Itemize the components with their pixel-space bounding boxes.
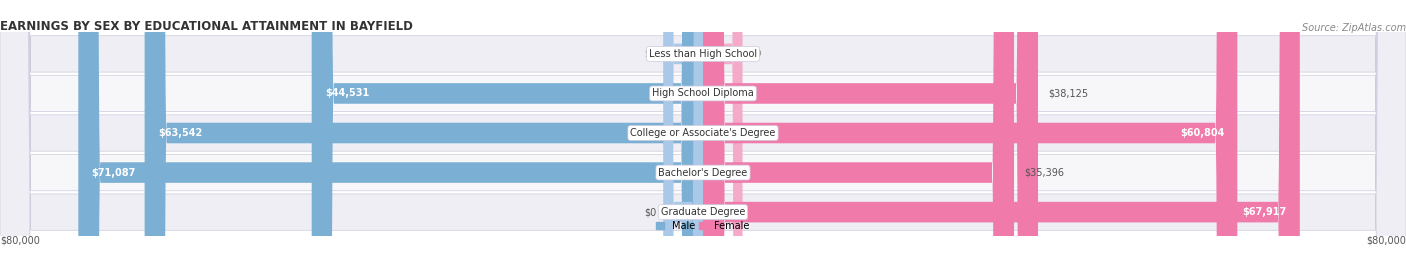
Text: $80,000: $80,000 [1367, 236, 1406, 246]
Text: EARNINGS BY SEX BY EDUCATIONAL ATTAINMENT IN BAYFIELD: EARNINGS BY SEX BY EDUCATIONAL ATTAINMEN… [0, 20, 413, 32]
Text: College or Associate's Degree: College or Associate's Degree [630, 128, 776, 138]
Text: $60,804: $60,804 [1180, 128, 1225, 138]
Text: Graduate Degree: Graduate Degree [661, 207, 745, 217]
FancyBboxPatch shape [703, 0, 742, 268]
Text: $35,396: $35,396 [1025, 168, 1064, 178]
Text: $63,542: $63,542 [157, 128, 202, 138]
Text: $44,531: $44,531 [325, 88, 370, 98]
FancyBboxPatch shape [664, 0, 703, 268]
FancyBboxPatch shape [145, 0, 703, 268]
Text: $0: $0 [644, 49, 657, 59]
FancyBboxPatch shape [79, 0, 703, 268]
Text: Less than High School: Less than High School [650, 49, 756, 59]
Text: $71,087: $71,087 [91, 168, 136, 178]
Text: $38,125: $38,125 [1049, 88, 1088, 98]
Text: Source: ZipAtlas.com: Source: ZipAtlas.com [1302, 23, 1406, 32]
FancyBboxPatch shape [703, 0, 1014, 268]
Legend: Male, Female: Male, Female [652, 217, 754, 235]
FancyBboxPatch shape [703, 0, 1299, 268]
FancyBboxPatch shape [312, 0, 703, 268]
Text: $80,000: $80,000 [0, 236, 39, 246]
FancyBboxPatch shape [703, 0, 1237, 268]
Text: $67,917: $67,917 [1243, 207, 1286, 217]
Text: Bachelor's Degree: Bachelor's Degree [658, 168, 748, 178]
Text: $0: $0 [749, 49, 762, 59]
Text: High School Diploma: High School Diploma [652, 88, 754, 98]
FancyBboxPatch shape [703, 0, 1038, 268]
Text: $0: $0 [644, 207, 657, 217]
FancyBboxPatch shape [664, 0, 703, 268]
